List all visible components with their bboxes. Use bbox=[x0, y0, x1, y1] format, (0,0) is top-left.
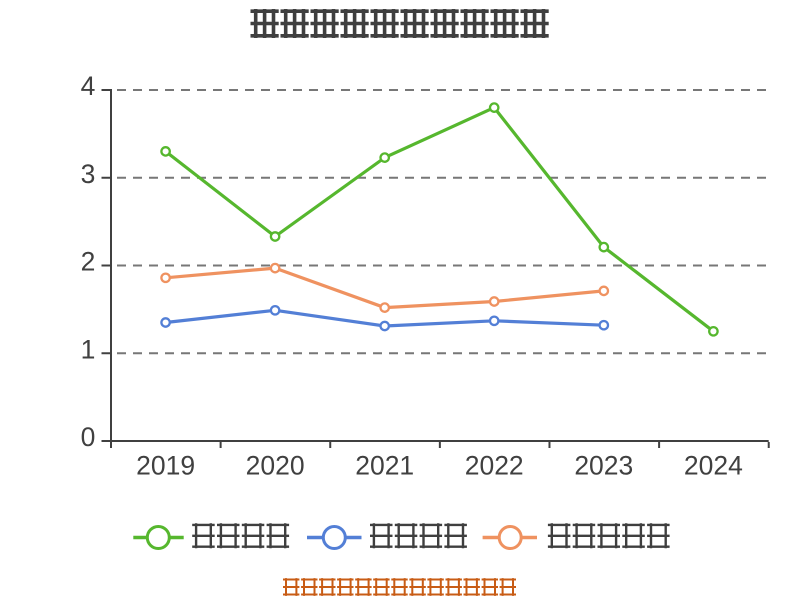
svg-text:2: 2 bbox=[81, 247, 96, 277]
svg-text:3: 3 bbox=[81, 159, 96, 189]
svg-text:2019: 2019 bbox=[136, 451, 195, 481]
svg-text:2024: 2024 bbox=[684, 451, 743, 481]
svg-text:2021: 2021 bbox=[355, 451, 414, 481]
svg-text:4: 4 bbox=[81, 71, 96, 101]
svg-text:2023: 2023 bbox=[574, 451, 633, 481]
svg-text:0: 0 bbox=[81, 422, 96, 452]
svg-text:2020: 2020 bbox=[246, 451, 305, 481]
svg-text:1: 1 bbox=[81, 334, 96, 364]
svg-text:2022: 2022 bbox=[465, 451, 524, 481]
